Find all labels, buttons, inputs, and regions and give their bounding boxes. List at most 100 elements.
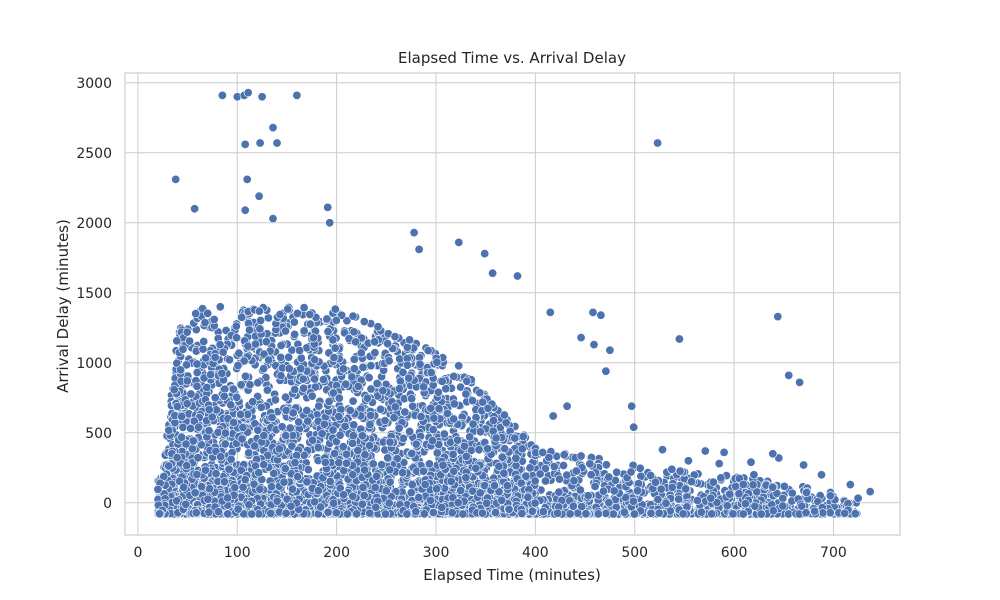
- data-point: [277, 422, 287, 432]
- data-point: [220, 439, 230, 449]
- data-point: [502, 481, 512, 491]
- data-point: [428, 425, 438, 435]
- data-point: [478, 397, 488, 407]
- data-point: [465, 432, 475, 442]
- data-point: [193, 453, 203, 463]
- data-point: [317, 429, 327, 439]
- data-point: [303, 465, 313, 475]
- data-point: [558, 460, 568, 470]
- data-point: [468, 396, 478, 406]
- data-point: [632, 486, 642, 496]
- data-point: [299, 326, 309, 336]
- data-point: [449, 399, 459, 409]
- data-point: [370, 348, 380, 358]
- data-point: [365, 419, 375, 429]
- data-point: [398, 468, 408, 478]
- data-point: [389, 413, 399, 423]
- data-point: [323, 327, 333, 337]
- data-point: [554, 487, 564, 497]
- data-point: [259, 349, 269, 359]
- data-point: [233, 361, 243, 371]
- data-point: [525, 463, 535, 473]
- data-point: [407, 394, 417, 404]
- data-points: [153, 88, 875, 519]
- data-point: [280, 326, 290, 336]
- data-point: [348, 470, 358, 480]
- data-point: [459, 441, 469, 451]
- data-point: [182, 327, 192, 337]
- data-point: [330, 343, 340, 353]
- data-point: [348, 438, 358, 448]
- data-point: [521, 471, 531, 481]
- data-point: [748, 480, 758, 490]
- data-point: [499, 410, 509, 420]
- data-point: [377, 460, 387, 470]
- data-point: [203, 308, 213, 318]
- data-point: [198, 344, 208, 354]
- data-point: [213, 427, 223, 437]
- data-point: [348, 491, 358, 501]
- data-point: [385, 477, 395, 487]
- data-point: [192, 367, 202, 377]
- data-point: [461, 473, 471, 483]
- data-point: [517, 444, 527, 454]
- data-point: [215, 340, 225, 350]
- data-point: [203, 494, 213, 504]
- data-point: [488, 415, 498, 425]
- data-point: [495, 423, 505, 433]
- data-point: [225, 355, 235, 365]
- data-point: [348, 396, 358, 406]
- data-point: [348, 431, 358, 441]
- data-point: [475, 388, 485, 398]
- data-point: [418, 466, 428, 476]
- data-point: [226, 400, 236, 410]
- data-point: [275, 309, 285, 319]
- data-point: [179, 482, 189, 492]
- data-point: [825, 508, 835, 518]
- data-point: [345, 405, 355, 415]
- data-point: [530, 476, 540, 486]
- data-point: [706, 493, 716, 503]
- data-point: [384, 356, 394, 366]
- data-point: [491, 433, 501, 443]
- data-point: [294, 417, 304, 427]
- data-point: [182, 360, 192, 370]
- data-point: [164, 425, 174, 435]
- data-point: [194, 422, 204, 432]
- data-point: [510, 433, 520, 443]
- data-point: [206, 370, 216, 380]
- data-point: [334, 458, 344, 468]
- data-point: [797, 501, 807, 511]
- data-point: [276, 371, 286, 381]
- data-point: [353, 381, 363, 391]
- data-point: [366, 361, 376, 371]
- data-point: [230, 483, 240, 493]
- data-point: [348, 311, 358, 321]
- data-point: [601, 460, 611, 470]
- data-point: [756, 509, 766, 519]
- data-point: [211, 469, 221, 479]
- data-point: [385, 465, 395, 475]
- data-point: [454, 361, 464, 371]
- data-point: [585, 459, 595, 469]
- data-point: [590, 481, 600, 491]
- data-point: [424, 459, 434, 469]
- data-point: [601, 508, 611, 518]
- data-point: [305, 319, 315, 329]
- data-point: [284, 352, 294, 362]
- data-point: [549, 462, 559, 472]
- data-point: [408, 401, 418, 411]
- data-point: [778, 501, 788, 511]
- data-point: [331, 315, 341, 325]
- data-point: [475, 427, 485, 437]
- data-point: [768, 482, 778, 492]
- data-point: [330, 448, 340, 458]
- data-point: [576, 451, 586, 461]
- data-point: [186, 389, 196, 399]
- data-point: [302, 477, 312, 487]
- data-point: [181, 439, 191, 449]
- data-point: [372, 378, 382, 388]
- data-point: [290, 329, 300, 339]
- data-point: [453, 498, 463, 508]
